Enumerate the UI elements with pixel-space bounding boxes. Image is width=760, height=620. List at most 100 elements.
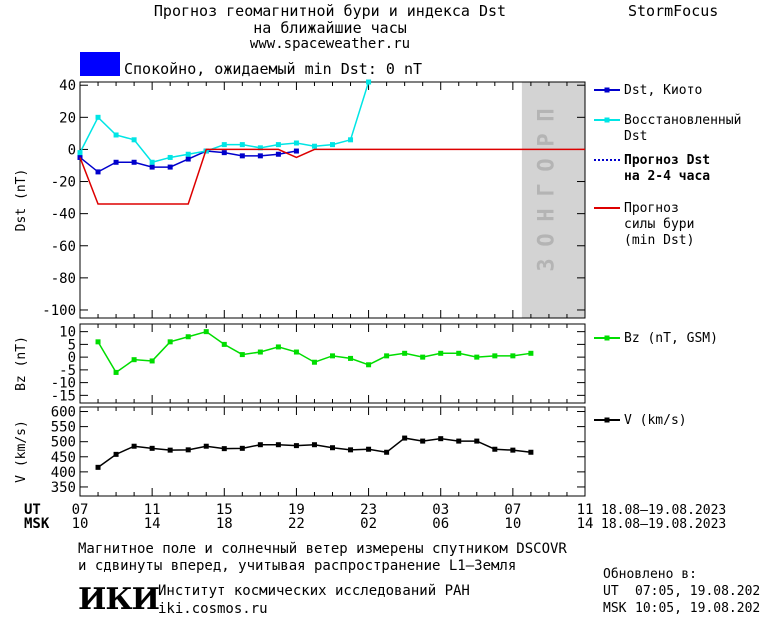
msk-tick-label: 10 xyxy=(72,516,89,532)
data-point xyxy=(131,357,137,363)
y-tick-label: -40 xyxy=(51,207,76,223)
updated-msk-time: 10:05, 19.08.2023 xyxy=(635,601,760,616)
y-tick-label: -80 xyxy=(51,271,76,287)
msk-tick-label: 18 xyxy=(216,516,233,532)
data-point xyxy=(239,352,245,358)
site-url[interactable]: www.spaceweather.ru xyxy=(249,36,411,52)
data-point xyxy=(239,142,245,148)
legend-label: на 2-4 часа xyxy=(624,169,710,184)
data-point xyxy=(311,143,317,149)
data-point xyxy=(131,137,137,143)
forecast-label-char: О xyxy=(534,158,559,171)
forecast-label-char: Н xyxy=(534,208,559,221)
data-point xyxy=(456,350,462,356)
forecast-label-char: Р xyxy=(534,133,559,146)
ut-tick-label: 23 xyxy=(360,502,377,518)
data-point xyxy=(528,350,534,356)
data-point xyxy=(95,339,101,345)
data-point xyxy=(492,353,498,359)
data-point xyxy=(438,436,444,442)
data-point xyxy=(293,148,299,154)
data-point xyxy=(402,435,408,441)
data-point xyxy=(293,349,299,355)
msk-tick-label: 22 xyxy=(288,516,305,532)
data-point xyxy=(113,451,119,457)
data-point xyxy=(348,447,354,453)
msk-tick-label: 14 xyxy=(577,516,594,532)
data-point xyxy=(167,447,173,453)
legend-label: Dst, Киото xyxy=(624,83,702,98)
data-point xyxy=(167,339,173,345)
chart-title: Прогноз геомагнитной бури и индекса Dst xyxy=(153,2,507,20)
msk-tick-label: 02 xyxy=(360,516,377,532)
data-point xyxy=(221,446,227,452)
data-point xyxy=(113,369,119,375)
data-point xyxy=(113,132,119,138)
data-point xyxy=(185,156,191,162)
ut-tick-label: 11 xyxy=(577,502,594,518)
data-point xyxy=(221,341,227,347)
forecast-zone xyxy=(521,82,585,318)
series-line xyxy=(79,148,585,205)
legend-marker xyxy=(604,417,610,423)
data-point xyxy=(366,79,372,85)
data-point xyxy=(474,438,480,444)
forecast-label-char: З xyxy=(534,258,559,271)
data-point xyxy=(275,142,281,148)
institute-name: Институт космических исследований РАН xyxy=(158,583,470,599)
y-tick-label: 0 xyxy=(68,142,76,158)
data-point xyxy=(510,353,516,359)
data-point xyxy=(131,443,137,449)
data-point xyxy=(95,169,101,175)
y-tick-label: -20 xyxy=(51,175,76,191)
y-axis-label: Bz (nT) xyxy=(14,336,29,391)
data-point xyxy=(330,353,335,359)
plot-frame xyxy=(79,81,586,319)
updated-ut-time: 07:05, 19.08.2023 xyxy=(635,584,760,599)
data-point xyxy=(239,445,245,451)
data-point xyxy=(275,344,281,350)
msk-tick-label: 14 xyxy=(144,516,161,532)
plot-frame xyxy=(79,406,586,497)
msk-tick-label: 06 xyxy=(432,516,449,532)
data-point xyxy=(257,153,263,159)
forecast-label-char: Г xyxy=(534,183,559,196)
data-point xyxy=(167,164,173,170)
y-axis-label: V (km/s) xyxy=(14,420,29,483)
y-tick-label: -15 xyxy=(51,388,76,404)
data-point xyxy=(221,150,227,156)
data-point xyxy=(257,145,263,151)
data-point xyxy=(149,164,155,170)
data-point xyxy=(149,358,155,364)
data-point xyxy=(528,449,534,455)
ut-tick-label: 03 xyxy=(432,502,449,518)
data-point xyxy=(221,142,227,148)
ut-tick-label: 19 xyxy=(288,502,305,518)
legend-label: Прогноз xyxy=(624,201,679,216)
data-point xyxy=(167,154,173,160)
data-point xyxy=(456,438,462,444)
institute-url[interactable]: iki.cosmos.ru xyxy=(158,601,268,617)
updated-msk-label: MSK xyxy=(603,601,627,616)
data-point xyxy=(239,153,245,159)
data-point xyxy=(293,140,299,146)
data-point xyxy=(311,359,317,365)
data-point xyxy=(438,350,444,356)
msk-tick-label: 10 xyxy=(504,516,521,532)
data-point xyxy=(257,349,263,355)
y-tick-label: 550 xyxy=(51,420,76,436)
ut-tick-label: 15 xyxy=(216,502,233,518)
data-point xyxy=(366,362,372,368)
y-tick-label: 5 xyxy=(68,337,76,353)
data-point xyxy=(203,329,209,335)
y-tick-label: 0 xyxy=(68,350,76,366)
data-point xyxy=(330,142,335,148)
y-tick-label: 400 xyxy=(51,465,76,481)
updated-ut-label: UT xyxy=(603,584,619,599)
brand-name: StormFocus xyxy=(628,2,719,20)
plot-frame xyxy=(79,323,586,404)
status-swatch xyxy=(80,52,120,76)
legend-label: Bz (nT, GSM) xyxy=(624,331,718,346)
data-point xyxy=(131,159,137,165)
data-point xyxy=(185,151,191,157)
